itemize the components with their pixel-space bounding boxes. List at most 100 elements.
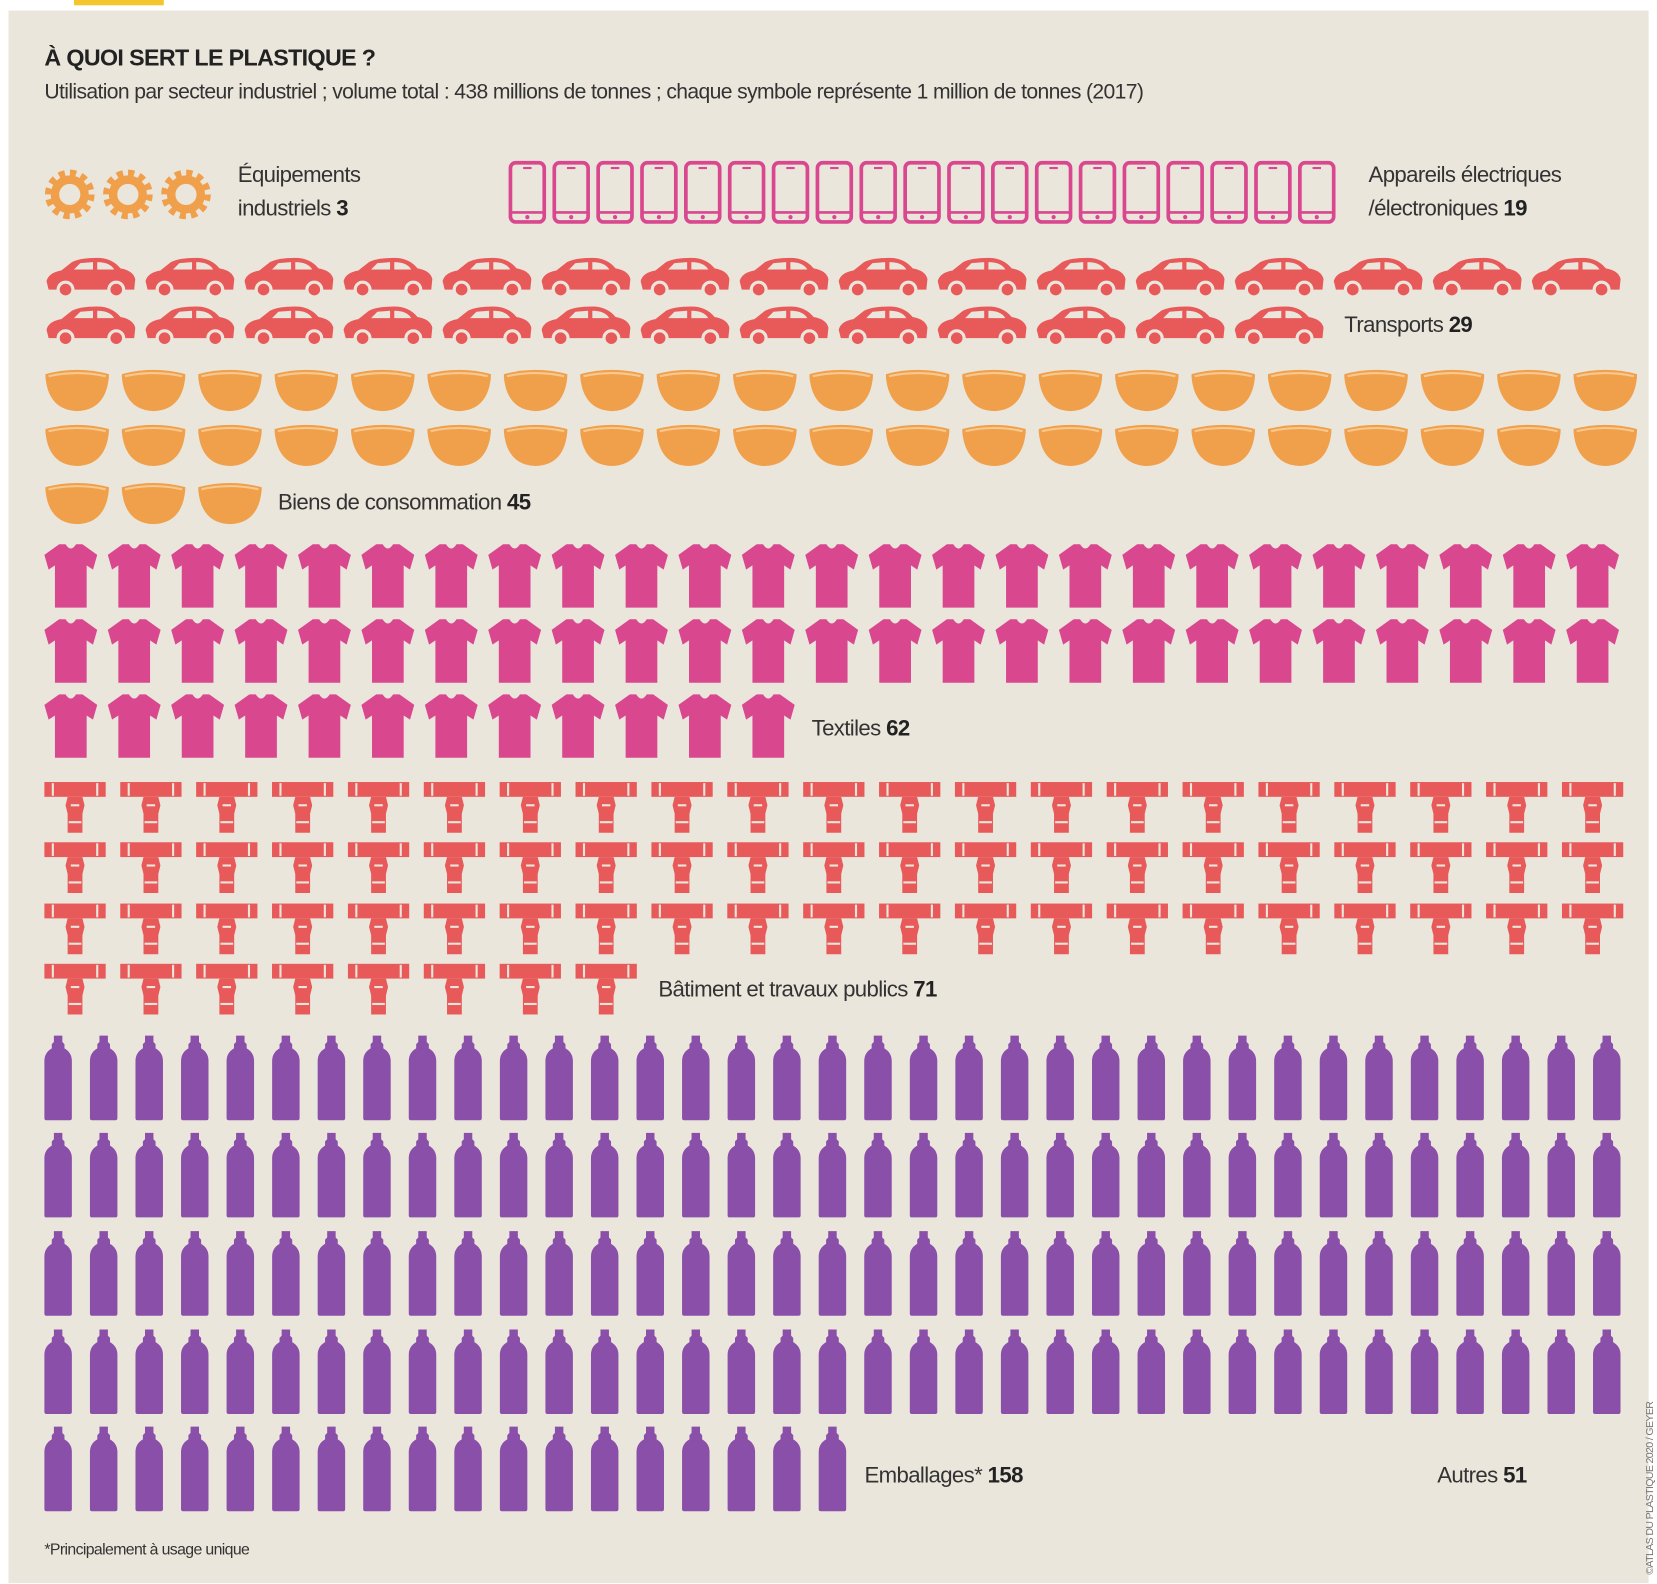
icon [727, 1329, 756, 1414]
icon [1122, 160, 1161, 224]
icon-group [50, 174, 206, 214]
icon [678, 619, 732, 683]
icon [502, 368, 569, 413]
icon [298, 619, 351, 683]
icon [1485, 780, 1549, 834]
icon [1137, 1329, 1166, 1414]
icon [234, 619, 288, 683]
icon [195, 902, 259, 956]
icon [953, 780, 1018, 834]
icon [454, 1426, 482, 1512]
icon [1547, 1035, 1575, 1121]
icon [1137, 1231, 1166, 1316]
icon [1439, 619, 1493, 683]
icon [636, 1132, 664, 1218]
icon [1029, 841, 1094, 895]
icon [195, 780, 259, 834]
icon [773, 1231, 801, 1316]
icon [909, 1329, 938, 1414]
icon [1249, 619, 1302, 683]
icon [43, 902, 107, 956]
icon [363, 1035, 391, 1121]
icon [1496, 368, 1562, 413]
icon [773, 1132, 801, 1218]
icon [961, 423, 1027, 468]
icon [909, 1231, 938, 1316]
icon [741, 544, 795, 608]
icon [234, 544, 288, 608]
icon [272, 1329, 300, 1414]
icon [961, 368, 1027, 413]
icon [574, 841, 638, 895]
icon [1037, 423, 1104, 468]
icon [1502, 619, 1556, 683]
icon [590, 1426, 619, 1512]
icon [195, 841, 259, 895]
icon [936, 304, 1029, 348]
category-name: Transports [1344, 312, 1444, 338]
icon [424, 694, 478, 758]
icon [1572, 368, 1639, 413]
icon [590, 1329, 619, 1414]
icon [1333, 841, 1397, 895]
icon [1274, 1231, 1302, 1316]
icon [361, 619, 415, 683]
icon [1233, 304, 1326, 348]
icon [1046, 1132, 1074, 1218]
icon [1547, 1231, 1575, 1316]
icon [726, 780, 790, 834]
icon [1035, 304, 1128, 348]
icon [574, 962, 638, 1016]
category-label: Appareils électriques /électroniques 19 [1369, 159, 1562, 227]
icon [508, 160, 547, 224]
icon [350, 368, 416, 413]
icon [1456, 1329, 1484, 1414]
icon [408, 1132, 437, 1218]
category-value: 71 [913, 977, 937, 1002]
icon [108, 174, 148, 214]
icon [545, 1231, 573, 1316]
icon [818, 1426, 847, 1512]
icon [341, 304, 434, 348]
icon [1485, 841, 1549, 895]
icon [422, 841, 487, 895]
icon [1190, 423, 1257, 468]
icon [808, 423, 874, 468]
icon [650, 841, 714, 895]
icon [1547, 1132, 1575, 1218]
icon [119, 780, 183, 834]
icon [44, 1231, 72, 1316]
icon [732, 368, 798, 413]
icon [877, 780, 942, 834]
icon [1312, 619, 1366, 683]
icon [802, 902, 866, 956]
icon [864, 1035, 892, 1121]
icon [1502, 544, 1556, 608]
icon [1046, 1231, 1074, 1316]
icon [1593, 1329, 1621, 1414]
icon [270, 902, 335, 956]
icon [1439, 544, 1493, 608]
icon [181, 1231, 209, 1316]
icon [1058, 619, 1112, 683]
icon [1029, 780, 1094, 834]
icon [1419, 368, 1486, 413]
icon [655, 368, 722, 413]
icon [44, 423, 110, 468]
icon [499, 1329, 528, 1414]
icon [1431, 256, 1524, 299]
icon [808, 368, 874, 413]
icon [1114, 368, 1180, 413]
icon [1228, 1231, 1257, 1316]
icon [50, 174, 90, 214]
category-label: Autres 51 [1437, 1459, 1527, 1493]
icon [441, 304, 533, 348]
icon [773, 1426, 801, 1512]
icon [1410, 1035, 1439, 1121]
icon [1183, 1231, 1211, 1316]
icon [181, 1132, 209, 1218]
icon [1566, 619, 1620, 683]
icon [682, 1231, 710, 1316]
icon [1122, 619, 1176, 683]
